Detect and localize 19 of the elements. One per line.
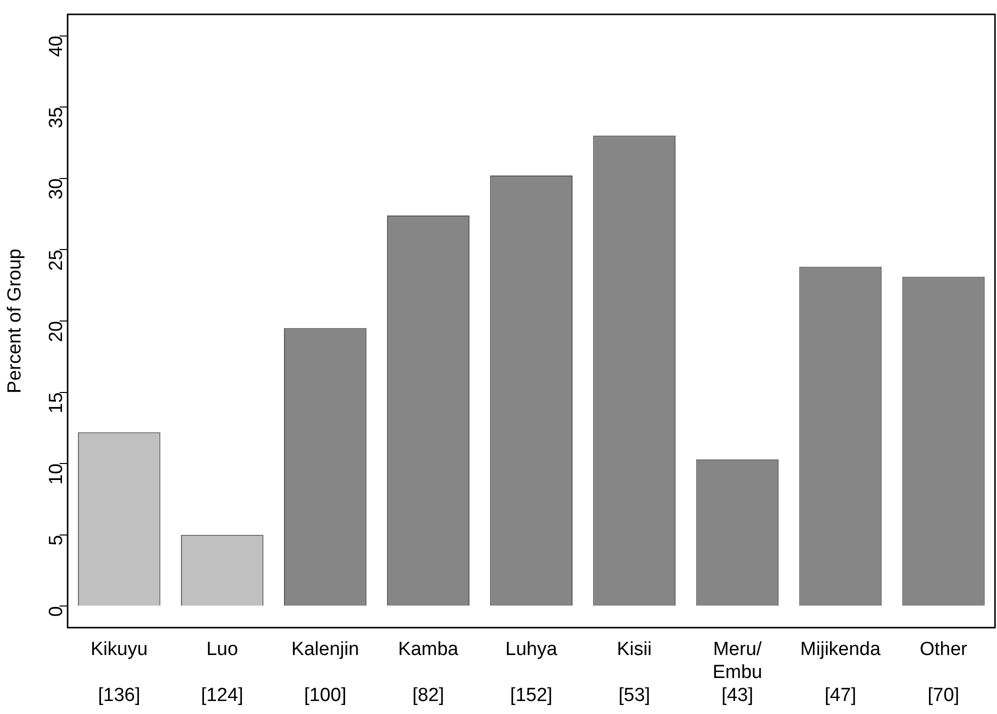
category-label: Kisii [53] bbox=[616, 639, 652, 706]
y-tick-label: 5 bbox=[46, 534, 67, 546]
y-tick-label: 10 bbox=[46, 464, 67, 485]
category-label: Other [70] bbox=[920, 639, 968, 706]
y-tick-label: 15 bbox=[46, 392, 67, 414]
y-tick-label: 25 bbox=[46, 250, 67, 271]
y-axis-title: Percent of Group bbox=[4, 248, 26, 394]
category-label: Luhya [152] bbox=[505, 639, 558, 706]
category-label: Kamba [82] bbox=[398, 639, 458, 706]
y-tick-label: 30 bbox=[46, 178, 67, 200]
category-label: Luo [124] bbox=[201, 639, 244, 706]
y-tick-label: 20 bbox=[46, 321, 67, 342]
y-tick-label: 35 bbox=[46, 107, 67, 128]
y-tick-label: 0 bbox=[46, 606, 67, 617]
category-label: Kalenjin [100] bbox=[291, 639, 360, 706]
x-tick-label: Meru/ Embu [43] bbox=[712, 639, 762, 706]
category-label: Kikuyu [136] bbox=[90, 639, 148, 706]
category-label: Mijikenda [47] bbox=[800, 639, 881, 706]
y-tick-label: 40 bbox=[46, 36, 67, 57]
